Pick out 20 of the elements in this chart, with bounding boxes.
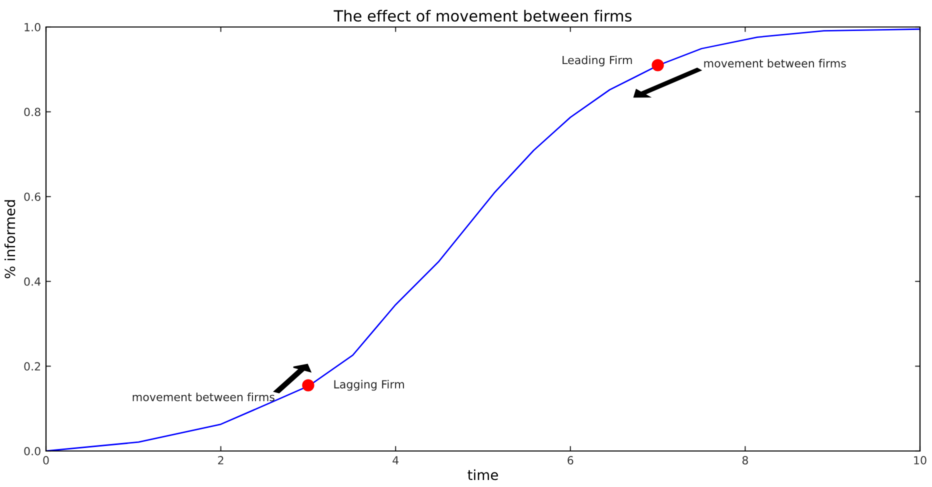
y-tick-label: 0.8	[24, 108, 40, 116]
annotation: Lagging Firm	[334, 380, 404, 391]
x-tick-label: 4	[392, 456, 399, 464]
y-tick-label: 0.2	[24, 362, 40, 371]
y-tick-label: 1.0	[24, 22, 40, 32]
x-tick-label: 2	[218, 456, 224, 464]
line-series	[46, 28, 920, 451]
annotation: Leading Firm	[562, 56, 632, 66]
x-tick-label: 10	[914, 456, 926, 464]
annotation: movement between firms	[704, 58, 846, 68]
x-tick-label: 8	[742, 456, 748, 464]
annotation: movement between firms	[132, 392, 274, 402]
x-tick-label: 0	[43, 456, 49, 464]
x-axis-title: time	[468, 469, 498, 480]
y-tick-label: 0.0	[24, 446, 40, 456]
y-tick-label: 0.4	[24, 277, 41, 286]
y-tick-label: 0.6	[24, 192, 40, 201]
chart-title: The effect of movement between firms	[334, 10, 632, 22]
y-axis-title: % informed	[4, 200, 16, 278]
x-tick-label: 6	[568, 456, 574, 464]
